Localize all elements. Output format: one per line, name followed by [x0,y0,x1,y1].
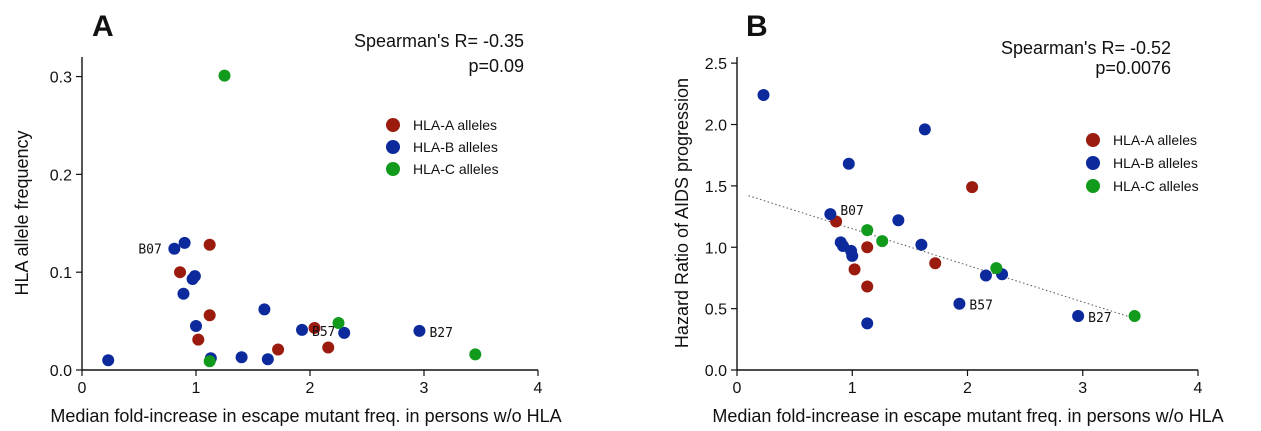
p-value-text: p=0.0076 [1095,58,1171,78]
data-point [177,287,190,300]
legend-label: HLA-A alleles [413,117,497,133]
point-annotation: B27 [429,326,452,341]
data-point [296,323,309,336]
legend-marker [386,118,400,132]
legend-marker [1086,156,1100,170]
data-point [915,238,928,251]
data-point [861,241,874,254]
data-point [861,317,874,330]
data-point [338,326,351,339]
legend-marker [1086,179,1100,193]
data-point [332,317,345,330]
data-point [918,123,931,136]
data-point [929,257,942,270]
spearman-r-text: Spearman's R= -0.35 [354,31,524,51]
y-tick-label: 2.0 [705,118,727,135]
point-annotation: B07 [840,204,863,219]
y-tick-label: 0.0 [50,363,72,380]
data-point [261,353,274,366]
y-tick-label: 0.0 [705,363,727,380]
data-point [272,343,285,356]
point-annotation: B57 [312,325,335,340]
x-axis-label: Median fold-increase in escape mutant fr… [50,406,561,426]
data-point [966,181,979,194]
data-point [846,249,859,262]
legend-label: HLA-C alleles [1113,178,1199,194]
data-point [824,208,837,221]
data-point [174,266,187,279]
data-point [876,235,889,248]
data-point [188,270,201,283]
data-point [322,341,335,354]
y-tick-label: 0.3 [50,70,72,87]
legend-label: HLA-B alleles [413,139,498,155]
y-tick-label: 2.5 [705,56,727,73]
trend-line [748,195,1135,319]
data-point [953,297,966,310]
panel-label: B [746,10,768,43]
data-point [203,238,216,251]
x-tick-label: 1 [192,380,201,397]
legend-marker [386,162,400,176]
point-annotation: B57 [969,299,992,314]
x-axis-label: Median fold-increase in escape mutant fr… [712,406,1223,426]
x-tick-label: 4 [534,380,543,397]
x-tick-label: 0 [78,380,87,397]
x-tick-label: 3 [420,380,429,397]
data-point [218,69,231,82]
p-value-text: p=0.09 [468,56,524,76]
data-point [190,319,202,332]
data-point [203,309,216,322]
y-axis-label: Hazard Ratio of AIDS progression [672,78,692,348]
y-tick-label: 0.1 [50,265,72,282]
legend-label: HLA-A alleles [1113,132,1197,148]
legend-marker [386,140,400,154]
data-point [178,236,191,249]
data-point [1072,309,1085,322]
spearman-r-text: Spearman's R= -0.52 [1001,38,1171,58]
y-tick-label: 0.2 [50,167,72,184]
data-point [413,324,426,337]
data-point [861,280,874,293]
x-tick-label: 3 [1078,380,1087,397]
x-tick-label: 1 [848,380,857,397]
data-point [757,89,770,102]
data-point [235,351,248,364]
data-point [842,157,855,170]
y-tick-label: 1.0 [705,240,727,257]
data-point [979,269,992,282]
panel-a: A 0 1 2 3 4 0.0 0.1 0.2 0.3 Median fold-increase i… [12,10,562,426]
point-annotation: B07 [138,243,161,258]
data-point [203,355,216,368]
data-point [848,263,861,276]
x-tick-label: 4 [1194,380,1203,397]
data-point [192,333,205,346]
legend-marker [1086,133,1100,147]
y-tick-label: 1.5 [705,179,727,196]
legend-label: HLA-C alleles [413,161,499,177]
data-point [469,348,482,361]
point-annotation: B27 [1088,311,1111,326]
data-point [892,214,905,227]
panel-b: B 0 1 2 3 4 0.0 0.5 1.0 1.5 2.0 2.5 Median fold-incr… [672,10,1224,426]
panel-label: A [92,10,114,43]
data-point [258,303,271,316]
y-axis-label: HLA allele frequency [12,130,32,295]
legend-label: HLA-B alleles [1113,155,1198,171]
data-point [308,321,321,334]
data-point [990,262,1003,275]
data-point [102,354,115,367]
data-point [168,242,181,255]
data-point [861,224,874,237]
x-tick-label: 0 [733,380,742,397]
data-point [1128,309,1141,322]
x-tick-label: 2 [306,380,315,397]
x-tick-label: 2 [963,380,972,397]
y-tick-label: 0.5 [705,302,727,319]
